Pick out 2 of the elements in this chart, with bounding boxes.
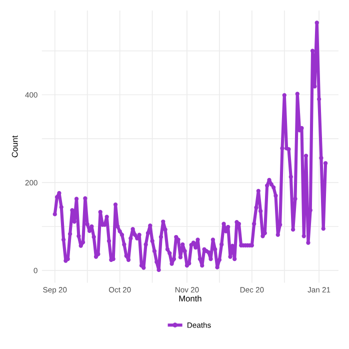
x-axis-title: Month xyxy=(179,295,202,302)
y-axis-title: Count xyxy=(12,136,18,158)
